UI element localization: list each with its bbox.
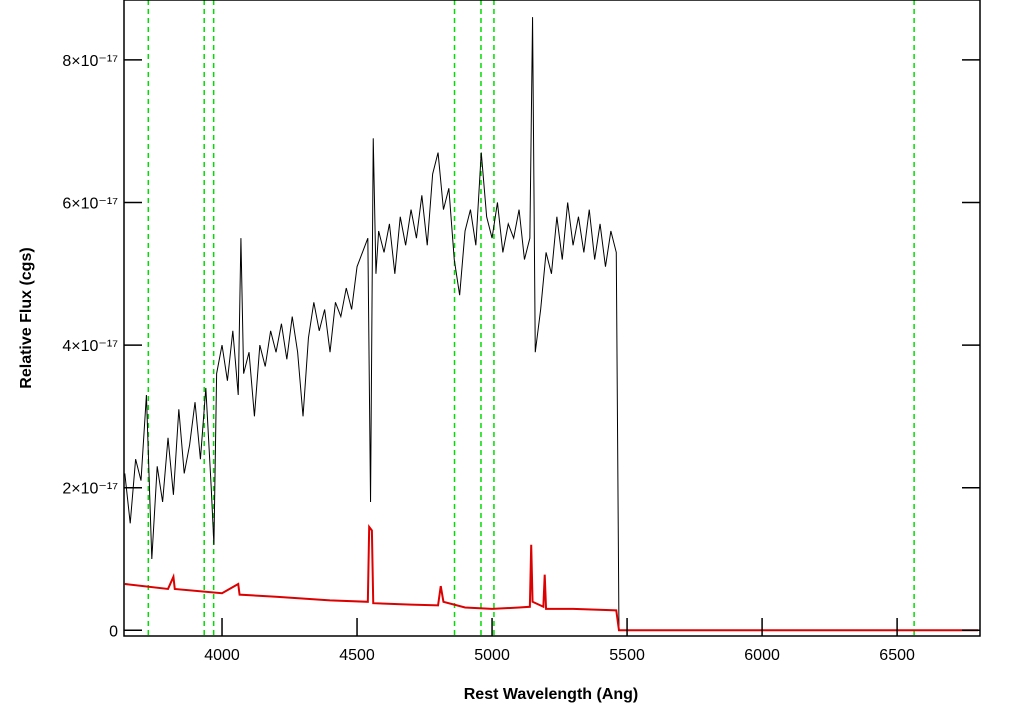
x-tick-label: 6500 (879, 647, 915, 664)
y-tick-label: 0 (109, 623, 118, 640)
x-tick-label: 5000 (474, 647, 510, 664)
y-tick-label: 8×10⁻¹⁷ (62, 53, 118, 70)
y-tick-label: 2×10⁻¹⁷ (62, 481, 118, 498)
x-tick-label: 4500 (339, 647, 375, 664)
spectrum-line (124, 17, 979, 631)
x-tick-label: 6000 (744, 647, 780, 664)
x-tick-label: 4000 (204, 647, 240, 664)
x-tick-label: 5500 (609, 647, 645, 664)
y-tick-label: 6×10⁻¹⁷ (62, 195, 118, 212)
y-axis-label: Relative Flux (cgs) (18, 247, 35, 388)
spectrum-line (124, 523, 979, 632)
plot-frame (123, 0, 981, 637)
x-axis-label: Rest Wavelength (Ang) (464, 686, 639, 703)
y-tick-label: 4×10⁻¹⁷ (62, 338, 118, 355)
